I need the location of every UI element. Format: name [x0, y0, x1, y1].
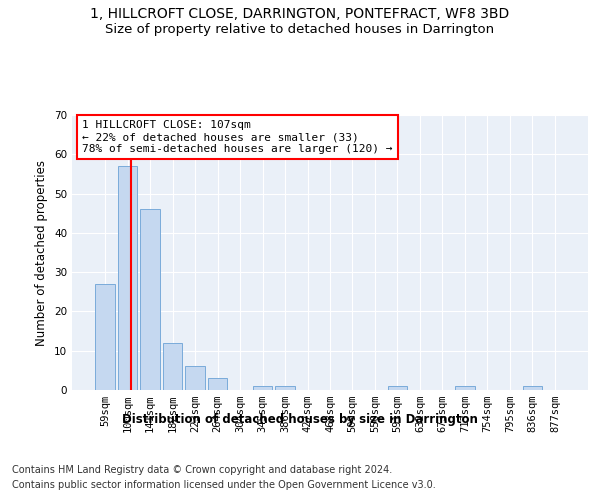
Bar	[95, 284, 115, 390]
Bar	[163, 343, 182, 390]
Text: 1 HILLCROFT CLOSE: 107sqm
← 22% of detached houses are smaller (33)
78% of semi-: 1 HILLCROFT CLOSE: 107sqm ← 22% of detac…	[82, 120, 393, 154]
Bar	[275, 386, 295, 390]
Text: 1, HILLCROFT CLOSE, DARRINGTON, PONTEFRACT, WF8 3BD: 1, HILLCROFT CLOSE, DARRINGTON, PONTEFRA…	[91, 8, 509, 22]
Bar	[523, 386, 542, 390]
Text: Contains HM Land Registry data © Crown copyright and database right 2024.: Contains HM Land Registry data © Crown c…	[12, 465, 392, 475]
Bar	[253, 386, 272, 390]
Text: Distribution of detached houses by size in Darrington: Distribution of detached houses by size …	[122, 412, 478, 426]
Text: Contains public sector information licensed under the Open Government Licence v3: Contains public sector information licen…	[12, 480, 436, 490]
Y-axis label: Number of detached properties: Number of detached properties	[35, 160, 49, 346]
Bar	[185, 366, 205, 390]
Bar	[208, 378, 227, 390]
Bar	[118, 166, 137, 390]
Bar	[140, 210, 160, 390]
Bar	[388, 386, 407, 390]
Text: Size of property relative to detached houses in Darrington: Size of property relative to detached ho…	[106, 22, 494, 36]
Bar	[455, 386, 475, 390]
